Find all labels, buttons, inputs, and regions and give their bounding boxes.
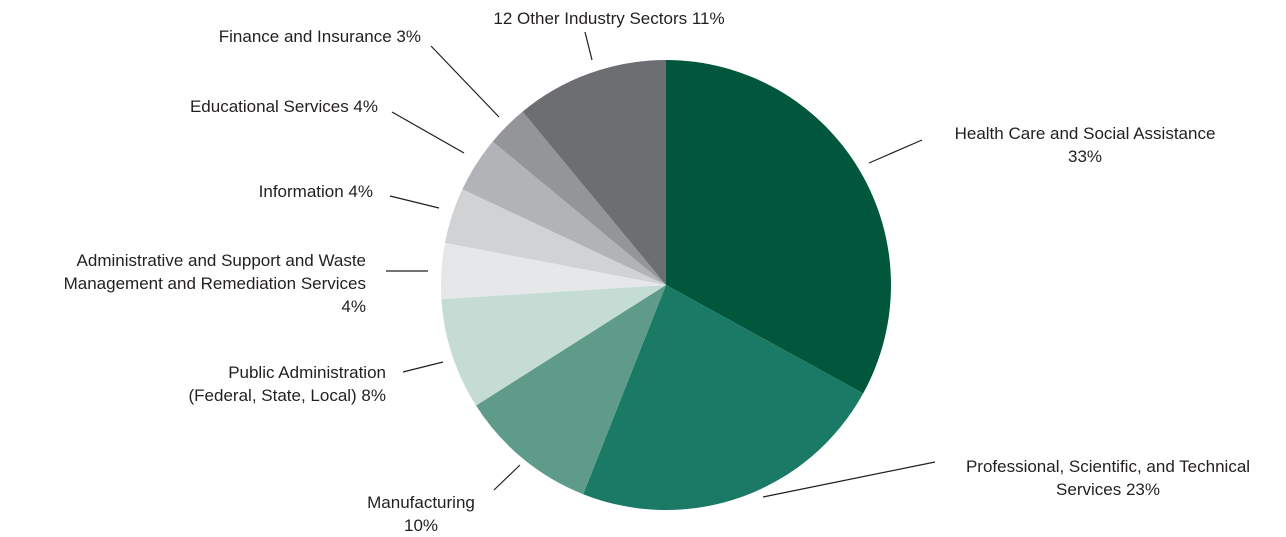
leader-line-information — [389, 195, 440, 209]
slice-label-line: (Federal, State, Local) 8% — [189, 386, 386, 405]
slice-label-line: Administrative and Support and Waste — [77, 251, 366, 270]
pie-slice-professional — [583, 285, 864, 511]
slice-label-health: Health Care and Social Assistance 33% — [955, 124, 1216, 166]
leader-line-finance — [430, 45, 500, 118]
slice-label-line: Information 4% — [259, 182, 373, 201]
slice-label-finance: Finance and Insurance 3% — [219, 27, 421, 46]
slice-label-admin-support: Administrative and Support and Waste Mana… — [64, 251, 366, 316]
pie-slice-educational — [462, 141, 666, 285]
leader-line-manufacturing — [493, 464, 521, 491]
slice-label-line: Services 23% — [1056, 480, 1160, 499]
pie-slices — [440, 60, 891, 511]
slice-label-professional: Professional, Scientific, and Technical S… — [966, 457, 1250, 499]
pie-slice-health — [666, 60, 891, 394]
slice-label-line: 12 Other Industry Sectors 11% — [493, 9, 724, 28]
slice-labels: Health Care and Social Assistance 33% Prof… — [64, 9, 1250, 535]
pie-slice-manufacturing — [476, 285, 666, 495]
slice-label-line: Health Care and Social Assistance — [955, 124, 1216, 143]
pie-slice-information — [444, 189, 666, 285]
slice-label-information: Information 4% — [259, 182, 373, 201]
slice-label-manufacturing: Manufacturing 10% — [367, 493, 475, 535]
slice-label-public-admin: Public Administration (Federal, State, Lo… — [189, 363, 386, 405]
slice-label-line: Manufacturing — [367, 493, 475, 512]
slice-label-line: 10% — [404, 516, 438, 535]
leader-line-educational — [391, 111, 465, 154]
leader-lines — [386, 31, 936, 498]
slice-label-line: Finance and Insurance 3% — [219, 27, 421, 46]
slice-label-other: 12 Other Industry Sectors 11% — [493, 9, 724, 28]
slice-label-line: Public Administration — [228, 363, 386, 382]
slice-label-line: Educational Services 4% — [190, 97, 378, 116]
slice-label-educational: Educational Services 4% — [190, 97, 378, 116]
slice-label-line: Professional, Scientific, and Technical — [966, 457, 1250, 476]
pie-slice-admin-support — [440, 242, 666, 300]
pie-slice-finance — [492, 111, 666, 285]
slice-label-line: 33% — [1068, 147, 1102, 166]
pie-slice-other — [522, 60, 666, 285]
leader-line-professional — [762, 461, 936, 498]
pie-slice-public-admin — [441, 285, 666, 406]
leader-line-health — [868, 139, 923, 164]
slice-label-line: Management and Remediation Services — [64, 274, 366, 293]
leader-line-other — [584, 31, 593, 61]
leader-line-public-admin — [402, 361, 444, 373]
slice-label-line: 4% — [341, 297, 366, 316]
